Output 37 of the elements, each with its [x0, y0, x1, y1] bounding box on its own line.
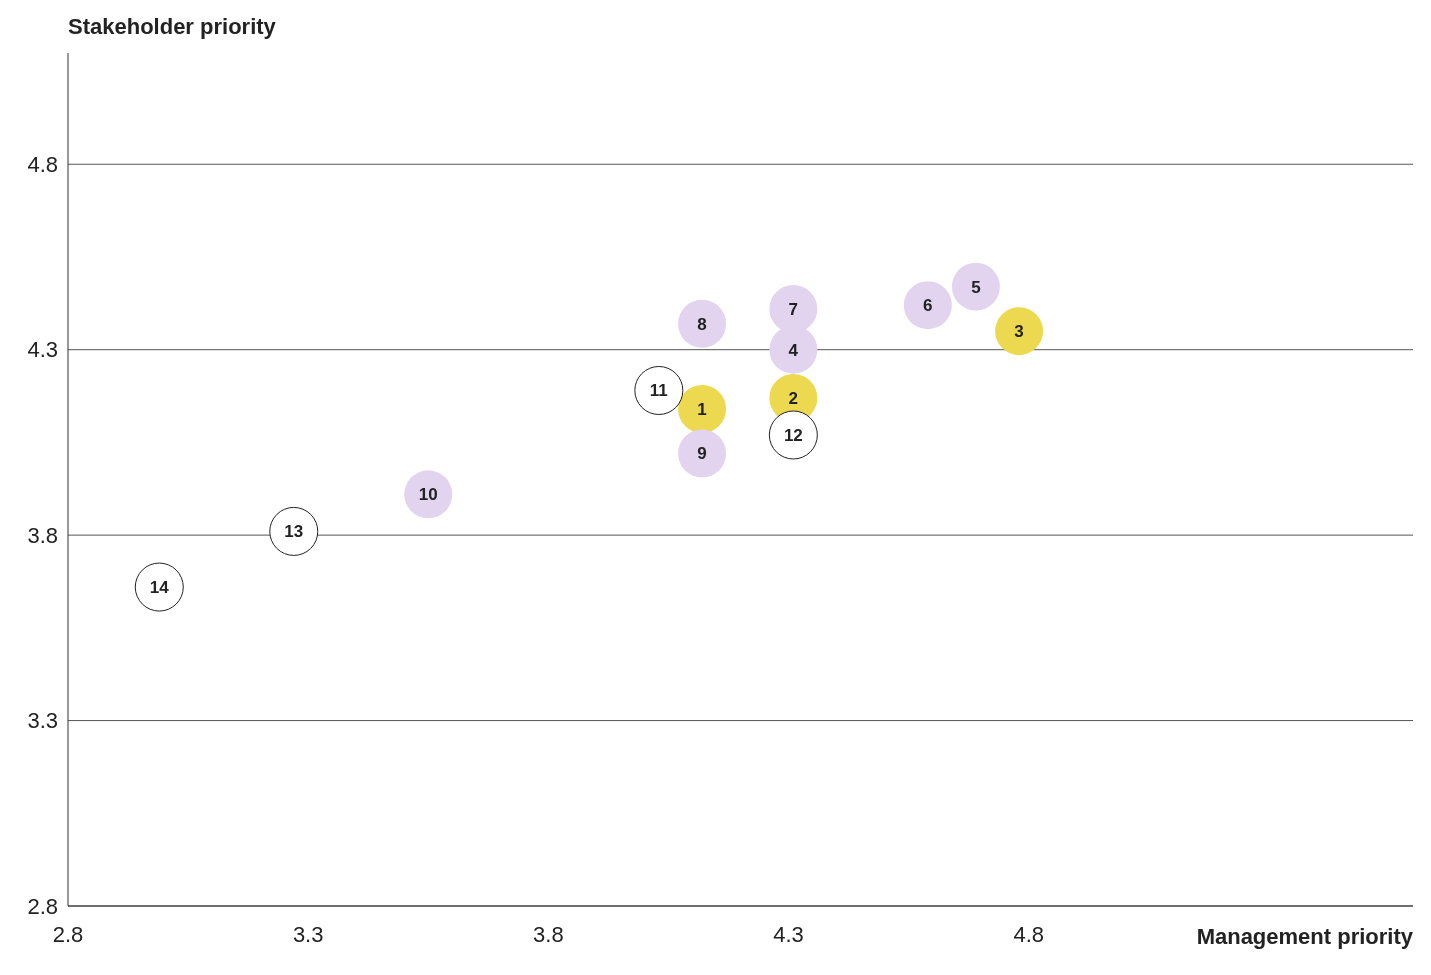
- point: [404, 470, 453, 519]
- point: [951, 262, 1000, 311]
- annotation: 1: [697, 399, 707, 419]
- annotation: 3: [1014, 322, 1024, 342]
- x-axis-title: Management priority: [1196, 924, 1414, 949]
- x-tick-label: 3.8: [533, 922, 564, 947]
- x-tick-label: 4.3: [773, 922, 804, 947]
- annotation: 14: [149, 578, 170, 597]
- annotation: 2: [788, 388, 799, 408]
- x-tick-label: 4.8: [1013, 922, 1045, 947]
- y-axis-title: Stakeholder priority: [68, 14, 277, 39]
- annotation: 10: [418, 485, 438, 505]
- point: [134, 562, 184, 612]
- point: [678, 385, 727, 434]
- y-tick-label: 3.8: [27, 522, 58, 548]
- x-tick-label: 3.3: [292, 922, 324, 947]
- annotation: 5: [971, 277, 981, 297]
- point: [768, 410, 818, 460]
- annotation: 9: [697, 444, 707, 464]
- x-tick-label: 2.8: [52, 922, 84, 947]
- point: [269, 506, 319, 556]
- annotation: 4: [788, 340, 799, 360]
- y-tick-label: 3.3: [27, 708, 58, 734]
- annotation: 7: [788, 299, 799, 319]
- point: [634, 365, 684, 415]
- annotation: 6: [923, 296, 933, 316]
- annotation: 11: [649, 381, 668, 401]
- annotation: 13: [284, 522, 304, 542]
- annotation: 12: [783, 425, 803, 445]
- y-tick-label: 4.8: [27, 151, 58, 177]
- point: [903, 281, 952, 330]
- y-tick-label: 4.3: [27, 337, 58, 363]
- point: [995, 307, 1044, 356]
- point: [678, 299, 727, 348]
- y-tick-label: 2.8: [27, 893, 58, 919]
- annotation: 8: [697, 314, 707, 334]
- point: [678, 429, 727, 478]
